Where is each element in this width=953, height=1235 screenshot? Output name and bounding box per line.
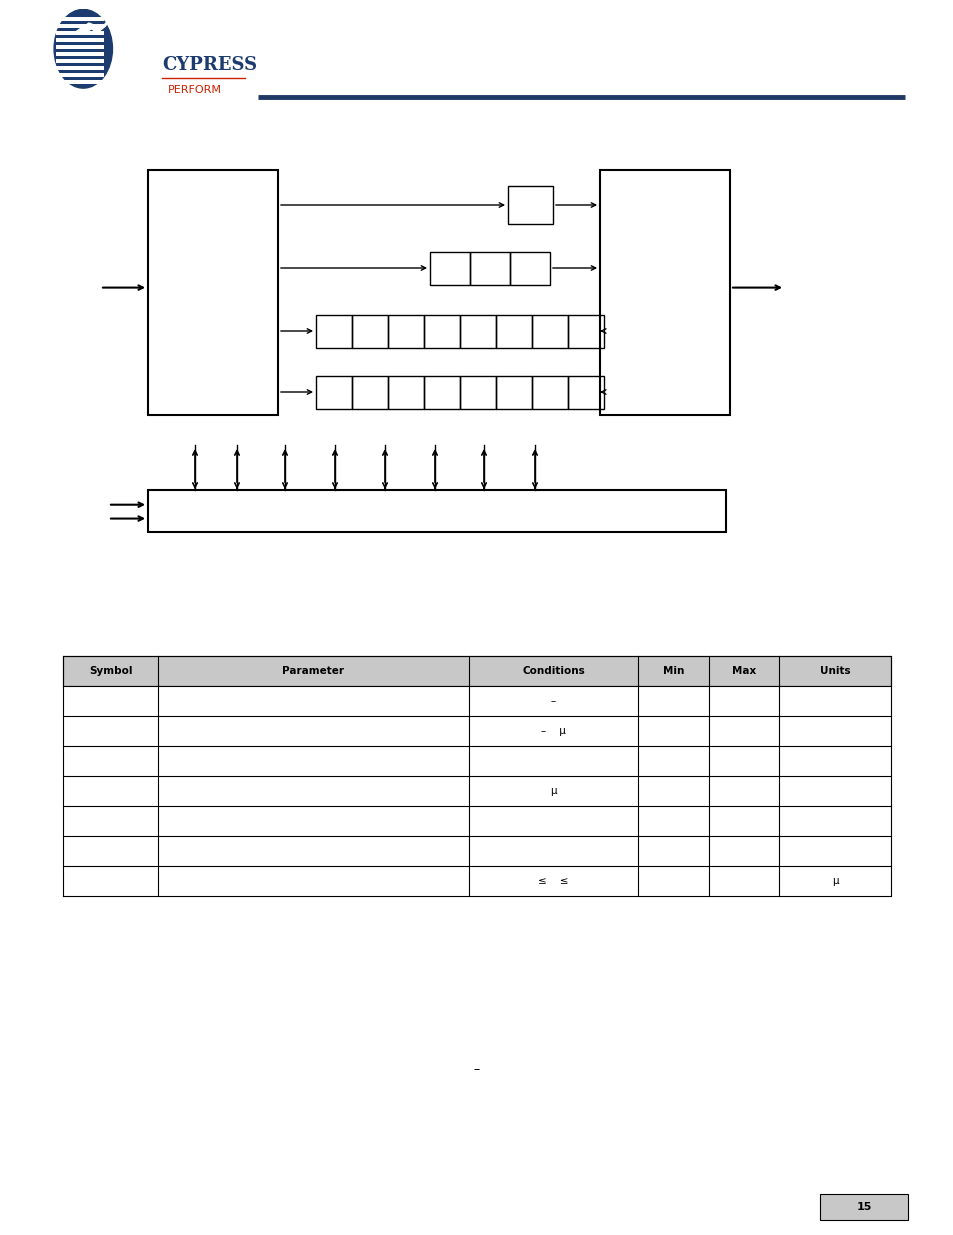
Bar bbox=[459, 375, 496, 409]
Bar bbox=[567, 315, 603, 348]
Bar bbox=[388, 375, 423, 409]
Bar bbox=[55, 46, 104, 49]
Text: Min: Min bbox=[662, 666, 683, 676]
Bar bbox=[430, 252, 470, 285]
Bar bbox=[507, 186, 553, 224]
Text: PERFORM: PERFORM bbox=[168, 85, 222, 95]
Text: –    μ: – μ bbox=[540, 726, 565, 736]
Text: μ: μ bbox=[831, 876, 838, 885]
Bar bbox=[315, 315, 352, 348]
Text: Max: Max bbox=[731, 666, 756, 676]
Bar bbox=[459, 315, 496, 348]
Bar bbox=[55, 73, 104, 77]
Text: Parameter: Parameter bbox=[282, 666, 344, 676]
Bar bbox=[63, 806, 890, 836]
Bar bbox=[470, 252, 510, 285]
Text: μ: μ bbox=[550, 785, 557, 797]
Text: ≤    ≤: ≤ ≤ bbox=[537, 876, 568, 885]
Text: CYPRESS: CYPRESS bbox=[162, 56, 257, 74]
Bar bbox=[55, 80, 104, 84]
Text: Conditions: Conditions bbox=[521, 666, 584, 676]
Bar bbox=[510, 252, 550, 285]
Text: –: – bbox=[474, 1063, 479, 1077]
Bar bbox=[148, 490, 725, 532]
Bar bbox=[63, 746, 890, 776]
Bar bbox=[352, 375, 388, 409]
Bar bbox=[423, 315, 459, 348]
Text: Units: Units bbox=[819, 666, 849, 676]
Bar bbox=[63, 776, 890, 806]
Bar bbox=[820, 1194, 907, 1220]
Bar bbox=[63, 685, 890, 716]
Bar bbox=[496, 315, 532, 348]
Bar bbox=[63, 836, 890, 866]
Bar bbox=[567, 375, 603, 409]
Bar bbox=[532, 375, 567, 409]
Bar bbox=[55, 67, 104, 70]
Bar bbox=[63, 656, 890, 685]
Text: –: – bbox=[551, 697, 556, 706]
Ellipse shape bbox=[54, 10, 112, 88]
Bar bbox=[55, 52, 104, 56]
Bar bbox=[388, 315, 423, 348]
Bar bbox=[352, 315, 388, 348]
Bar bbox=[55, 17, 104, 21]
Bar bbox=[63, 866, 890, 897]
Bar bbox=[55, 31, 104, 35]
Bar bbox=[55, 38, 104, 42]
Bar bbox=[315, 375, 352, 409]
Text: Symbol: Symbol bbox=[89, 666, 132, 676]
Polygon shape bbox=[76, 19, 111, 35]
Bar bbox=[55, 23, 104, 27]
Bar bbox=[496, 375, 532, 409]
Bar bbox=[55, 59, 104, 63]
Text: 15: 15 bbox=[856, 1202, 871, 1212]
Bar bbox=[532, 315, 567, 348]
Bar bbox=[148, 170, 277, 415]
Bar bbox=[599, 170, 729, 415]
Bar bbox=[423, 375, 459, 409]
Bar bbox=[63, 716, 890, 746]
